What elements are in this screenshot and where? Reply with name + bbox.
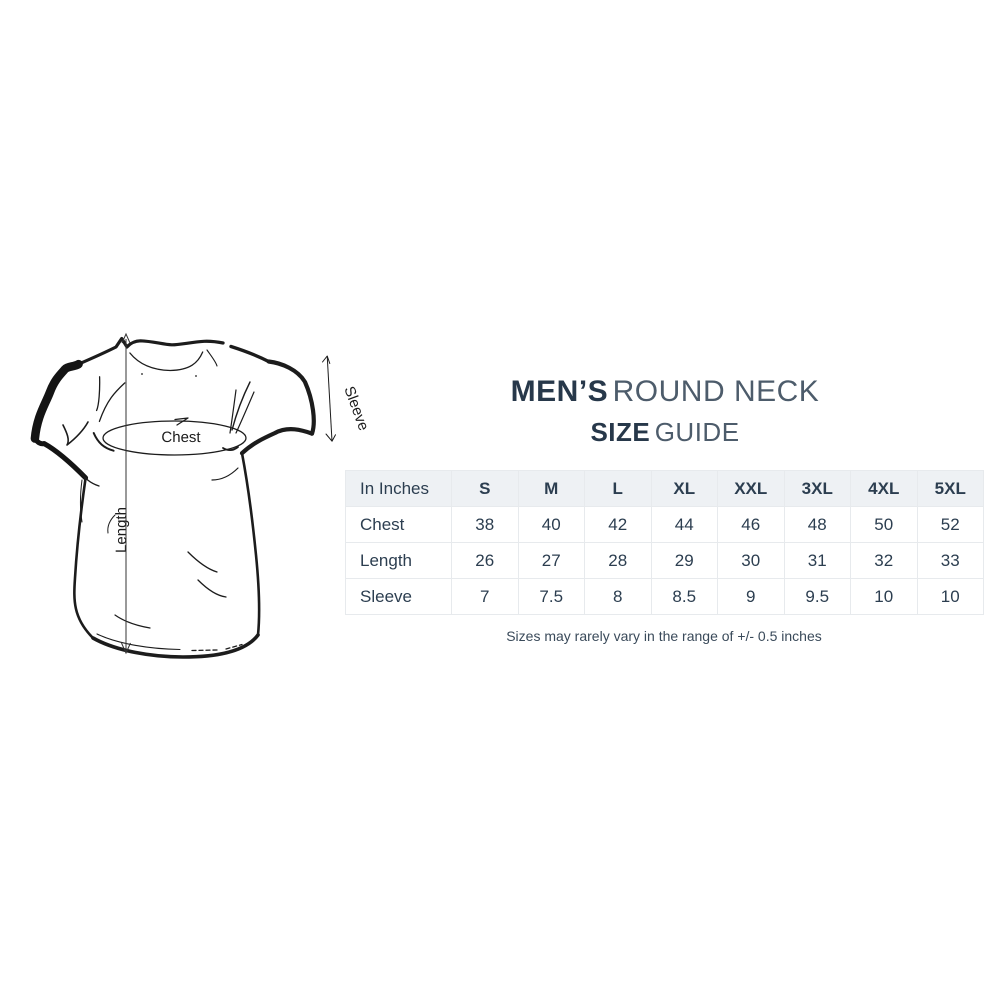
svg-text:Length: Length — [113, 507, 130, 553]
svg-text:Chest: Chest — [161, 429, 201, 446]
